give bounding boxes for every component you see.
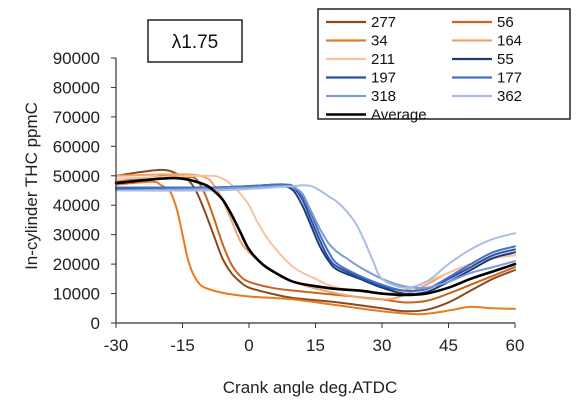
x-tick-label: 15 (306, 336, 325, 355)
legend-label: Average (371, 107, 427, 124)
legend-label: 56 (497, 14, 514, 31)
series-layer (114, 168, 517, 316)
legend-label: 164 (497, 33, 522, 50)
y-tick-label: 0 (91, 314, 100, 333)
x-tick-label: 60 (506, 336, 525, 355)
y-tick-label: 80000 (53, 78, 100, 97)
legend-box (317, 8, 571, 120)
y-tick-label: 30000 (53, 226, 100, 245)
legend-label: 362 (497, 88, 522, 105)
annotation-label: λ1.75 (172, 32, 218, 53)
annotation-box (147, 19, 243, 63)
legend-label: 34 (371, 33, 388, 50)
legend-label: 277 (371, 14, 396, 31)
annotation-layer: λ1.75 (147, 19, 243, 63)
series-line-55 (115, 183, 516, 295)
series-line-56 (115, 174, 516, 304)
y-axis-title: In-cylinder THC ppmC (22, 102, 41, 270)
legend-label: 211 (371, 51, 395, 68)
series-line-211 (115, 174, 516, 295)
legend: 277 56 34 164 211 55 197 177 318 362 Average (317, 8, 571, 124)
series-line-34 (115, 180, 516, 316)
series-line-177 (115, 183, 516, 293)
y-tick-label: 70000 (53, 108, 100, 127)
x-tick-label: -15 (170, 336, 195, 355)
legend-label: 318 (371, 88, 396, 105)
legend-label: 177 (497, 70, 522, 87)
legend-label: 197 (371, 70, 396, 87)
x-axis-title: Crank angle deg.ATDC (223, 378, 398, 397)
y-tick-label: 20000 (53, 255, 100, 274)
series-line-362 (115, 184, 516, 289)
x-tick-label: 30 (373, 336, 392, 355)
y-tick-label: 90000 (53, 49, 100, 68)
x-tick-label: 45 (439, 336, 458, 355)
series-line-average (114, 176, 517, 297)
series-line-277 (115, 168, 516, 313)
legend-label: 55 (497, 51, 514, 68)
x-tick-label: -30 (104, 336, 129, 355)
y-tick-label: 40000 (53, 196, 100, 215)
axes-layer: -30 -15 0 15 30 45 60 0 10000 20000 30000 40000 5000… (53, 49, 525, 355)
y-tick-label: 60000 (53, 137, 100, 156)
y-tick-label: 10000 (53, 285, 100, 304)
x-tick-label: 0 (244, 336, 253, 355)
y-tick-label: 50000 (53, 167, 100, 186)
